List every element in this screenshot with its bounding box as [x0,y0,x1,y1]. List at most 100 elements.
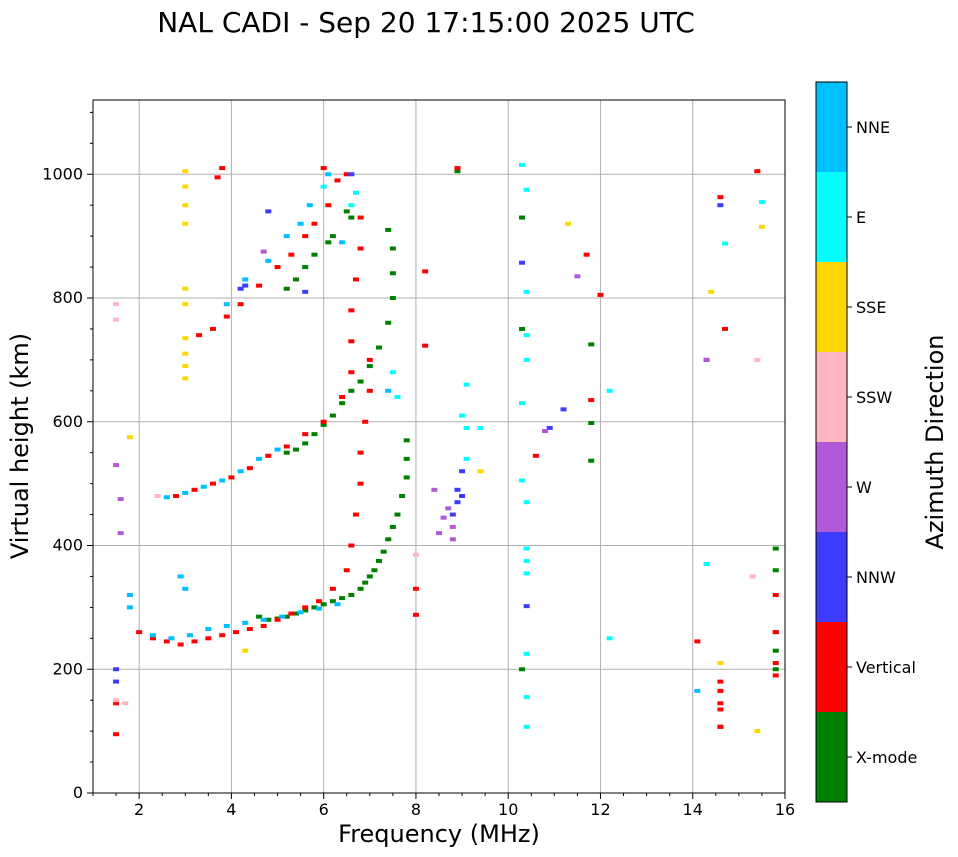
data-point [168,636,175,641]
data-point [454,166,461,171]
data-point [523,357,530,362]
series-nnw [113,172,724,684]
data-point [519,478,526,483]
data-point [320,419,327,424]
data-point [519,215,526,220]
y-tick-label: 800 [52,288,83,307]
series-w [113,249,710,542]
data-point [237,302,244,307]
data-point [209,326,216,331]
data-point [288,252,295,257]
data-point [265,617,272,622]
chart-title: NAL CADI - Sep 20 17:15:00 2025 UTC [157,6,695,39]
data-point [523,724,530,729]
data-point [523,546,530,551]
data-point [182,490,189,495]
data-point [542,429,549,434]
data-point [772,667,779,672]
data-point [343,568,350,573]
data-point [283,614,290,619]
data-point [256,614,263,619]
data-point [154,494,161,498]
data-point [459,494,466,498]
data-point [339,240,346,245]
data-point [597,292,604,297]
colorbar-label: W [856,478,872,497]
data-point [292,447,299,452]
data-point [343,209,350,214]
data-point [182,184,189,189]
data-point [717,724,724,729]
data-point [459,413,466,418]
data-point [113,317,120,322]
data-point [126,435,133,440]
data-point [182,203,189,208]
data-point [113,698,120,703]
colorbar-segment [816,262,847,352]
y-tick-label: 400 [52,536,83,555]
data-point [302,265,309,270]
data-point [394,395,401,399]
data-point [412,586,419,591]
data-point [436,531,442,536]
data-point [463,456,470,461]
data-point [182,336,189,341]
data-point [546,425,553,430]
x-tick-label: 12 [590,800,610,819]
data-point [339,596,346,601]
data-point [772,593,779,597]
data-point [343,172,350,177]
data-point [523,695,530,700]
series-x-mode [256,169,779,729]
data-point [302,605,309,610]
data-point [588,398,595,403]
series-vertical [113,166,779,737]
data-point [519,326,526,331]
data-point [754,169,761,174]
data-point [385,227,392,232]
data-point [117,497,124,502]
data-point [376,558,383,563]
x-tick-label: 8 [411,800,421,819]
data-point [606,636,613,641]
data-point [256,283,263,288]
data-point [717,688,724,693]
data-point [311,221,318,226]
data-point [399,494,406,498]
data-point [219,478,226,483]
data-point [260,623,267,628]
data-point [366,388,373,393]
data-point [440,515,447,520]
data-point [412,612,419,617]
data-point [237,286,244,291]
x-tick-label: 4 [226,800,236,819]
data-point [366,357,373,362]
data-point [274,265,281,270]
data-point [519,260,526,265]
data-point [348,308,355,313]
data-point [316,606,323,611]
colorbar-label: SSE [856,298,886,317]
colorbar-segment [816,532,847,622]
data-point [722,326,729,331]
colorbar-label: E [856,208,866,227]
data-point [717,701,724,706]
data-point [519,162,526,167]
data-point [352,190,359,195]
data-point [385,388,392,393]
data-point [209,481,216,486]
data-point [242,283,249,288]
data-point [233,630,240,635]
data-point [117,531,124,536]
data-point [182,286,189,291]
data-point [219,633,226,638]
colorbar-frame [815,81,848,803]
colorbar-segment [816,622,847,712]
data-point [422,269,429,274]
data-point [357,450,364,455]
data-point [173,494,180,498]
data-point [306,203,313,208]
data-point [196,333,203,338]
x-tick-label: 2 [134,800,144,819]
data-point [754,357,761,362]
